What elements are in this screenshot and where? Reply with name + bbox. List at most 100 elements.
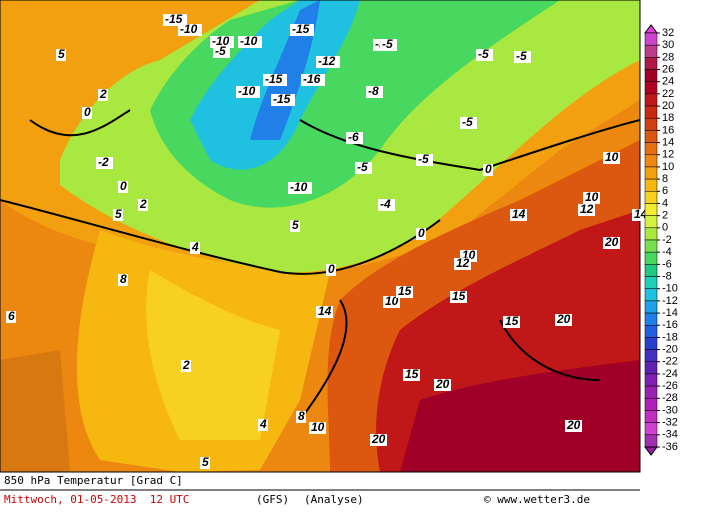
contour-label-bg bbox=[118, 274, 128, 286]
legend-bin bbox=[644, 385, 658, 399]
contour-label-bg bbox=[396, 286, 413, 298]
legend-bin bbox=[644, 361, 658, 375]
legend-tick-label: -2 bbox=[662, 234, 672, 246]
contour-label: -15 bbox=[273, 92, 291, 106]
contour-label-bg bbox=[578, 204, 595, 216]
region-hottest bbox=[400, 360, 640, 472]
legend-bin bbox=[644, 44, 658, 58]
legend-tick-label: -30 bbox=[662, 404, 678, 416]
contour-label: -12 bbox=[318, 54, 336, 68]
legend-bin bbox=[644, 434, 658, 448]
contour-label: 4 bbox=[191, 240, 199, 254]
contour-label: 15 bbox=[398, 284, 412, 298]
contour-label: -5 bbox=[382, 37, 393, 51]
contour-label-bg bbox=[366, 86, 383, 98]
contour-label-bg bbox=[370, 434, 387, 446]
contour-label-bg bbox=[383, 296, 400, 308]
contour-label-bg bbox=[476, 49, 493, 61]
map-copyright: © www.wetter3.de bbox=[484, 493, 590, 506]
contour-label-bg bbox=[288, 182, 312, 194]
contour-label: -5 bbox=[516, 49, 527, 63]
legend-bin bbox=[644, 191, 658, 204]
map-run: (Analyse) bbox=[304, 493, 364, 506]
legend-tick-label: 20 bbox=[662, 100, 674, 112]
map-model: (GFS) bbox=[256, 493, 289, 506]
legend-bin bbox=[644, 81, 658, 95]
legend-bin bbox=[644, 410, 658, 423]
contour-label: 5 bbox=[202, 455, 209, 469]
contour-label-bg bbox=[416, 154, 433, 166]
legend-bin bbox=[644, 373, 658, 387]
contour-label-bg bbox=[346, 132, 363, 144]
legend-bin bbox=[644, 251, 658, 265]
contour-label-bg bbox=[503, 316, 520, 328]
contour-label-bg bbox=[181, 360, 191, 372]
contour-label: -10 bbox=[240, 34, 258, 48]
legend-tick-label: -18 bbox=[662, 331, 678, 343]
contour-label: 10 bbox=[585, 190, 599, 204]
contour-label-bg bbox=[510, 209, 527, 221]
legend-tick-label: -36 bbox=[662, 441, 678, 453]
legend-tick-label: -32 bbox=[662, 417, 678, 429]
contour-label: 10 bbox=[311, 420, 325, 434]
region-west bbox=[0, 350, 70, 472]
contour-label: 5 bbox=[115, 207, 122, 221]
contour-label: 0 bbox=[84, 105, 91, 119]
legend-bin bbox=[644, 154, 658, 168]
legend-bin bbox=[644, 349, 658, 363]
legend-tick-label: 24 bbox=[662, 76, 674, 88]
contour-label: -8 bbox=[368, 84, 379, 98]
legend-bin bbox=[644, 215, 658, 229]
legend-arrow-bottom bbox=[644, 446, 658, 456]
contour-label-bg bbox=[290, 220, 300, 232]
contour-label: -5 bbox=[418, 152, 429, 166]
contour-label: 6 bbox=[8, 309, 15, 323]
contour-label: 4 bbox=[259, 417, 267, 431]
contour-label-bg bbox=[96, 157, 113, 169]
contour-label-bg bbox=[6, 311, 16, 323]
map-title: 850 hPa Temperatur [Grad C] bbox=[4, 474, 183, 487]
contour-label: 8 bbox=[120, 272, 127, 286]
contour-label-bg bbox=[326, 264, 336, 276]
contour-label-bg bbox=[416, 228, 426, 240]
region-yellow bbox=[146, 270, 280, 440]
contour-label-bg bbox=[316, 306, 333, 318]
contour-label-bg bbox=[565, 420, 582, 432]
contour-label: 14 bbox=[634, 207, 648, 221]
contour-label: 20 bbox=[604, 235, 619, 249]
map-date: Mittwoch, 01-05-2013 12 UTC bbox=[4, 493, 189, 506]
contour-label-bg bbox=[98, 89, 108, 101]
legend-tick-label: 18 bbox=[662, 112, 674, 124]
contour-label-bg bbox=[82, 107, 92, 119]
contour-label: -15 bbox=[265, 72, 283, 86]
legend-bin bbox=[644, 324, 658, 338]
contour-label: -10 bbox=[238, 84, 256, 98]
legend-tick-label: 10 bbox=[662, 161, 674, 173]
legend-tick-label: 16 bbox=[662, 124, 674, 136]
contour-label: -5 bbox=[478, 47, 489, 61]
contour-label: -15 bbox=[292, 22, 310, 36]
contour-label-bg bbox=[138, 199, 148, 211]
legend-tick-label: 30 bbox=[662, 39, 674, 51]
contour-label-bg bbox=[603, 237, 620, 249]
contour-label: 20 bbox=[371, 432, 386, 446]
contour-label: -5 bbox=[462, 115, 473, 129]
contour-label: 5 bbox=[58, 47, 65, 61]
contour-label-bg bbox=[583, 192, 600, 204]
legend-tick-label: -20 bbox=[662, 343, 678, 355]
contour-label-bg bbox=[296, 411, 306, 423]
legend-tick-label: -10 bbox=[662, 283, 678, 295]
contour-label-bg bbox=[56, 49, 66, 61]
legend-bin bbox=[644, 166, 658, 180]
legend-tick-label: -6 bbox=[662, 258, 672, 270]
contour-label-bg bbox=[434, 379, 451, 391]
contour-label-bg bbox=[450, 291, 467, 303]
legend-tick-label: -22 bbox=[662, 356, 678, 368]
legend-tick-label: 22 bbox=[662, 88, 674, 100]
legend-tick-label: 12 bbox=[662, 149, 674, 161]
legend-tick-label: 28 bbox=[662, 51, 674, 63]
contour-label: 15 bbox=[452, 289, 466, 303]
legend-tick-label: -24 bbox=[662, 368, 678, 380]
contour-label-bg bbox=[403, 369, 420, 381]
